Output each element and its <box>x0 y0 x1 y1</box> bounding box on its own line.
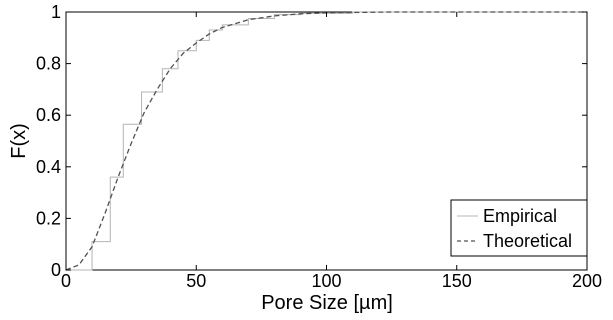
series-line-theoretical <box>65 11 587 271</box>
y-axis-label: F(x) <box>8 123 30 159</box>
series-layer <box>65 11 587 271</box>
legend: Empirical Theoretical <box>450 199 588 257</box>
x-axis-label: Pore Size [µm] <box>261 292 393 314</box>
y-tick-label: 0.8 <box>36 54 61 74</box>
y-tick-label: 0.4 <box>36 157 61 177</box>
x-tick-label: 50 <box>186 271 206 291</box>
legend-box <box>450 199 588 257</box>
y-tick-label: 0 <box>51 260 61 280</box>
y-tick-label: 0.2 <box>36 208 61 228</box>
x-tick-label: 200 <box>572 271 602 291</box>
ticks-layer: 0 50 100 150 200 0 0.2 0.4 0.6 0.8 1 <box>36 2 602 291</box>
x-tick-label: 0 <box>61 271 71 291</box>
series-line-empirical <box>66 11 587 271</box>
legend-label-empirical: Empirical <box>483 206 557 226</box>
y-tick-label: 1 <box>51 2 61 22</box>
legend-label-theoretical: Theoretical <box>483 231 572 251</box>
x-tick-label: 100 <box>311 271 341 291</box>
x-tick-label: 150 <box>442 271 472 291</box>
y-tick-label: 0.6 <box>36 105 61 125</box>
